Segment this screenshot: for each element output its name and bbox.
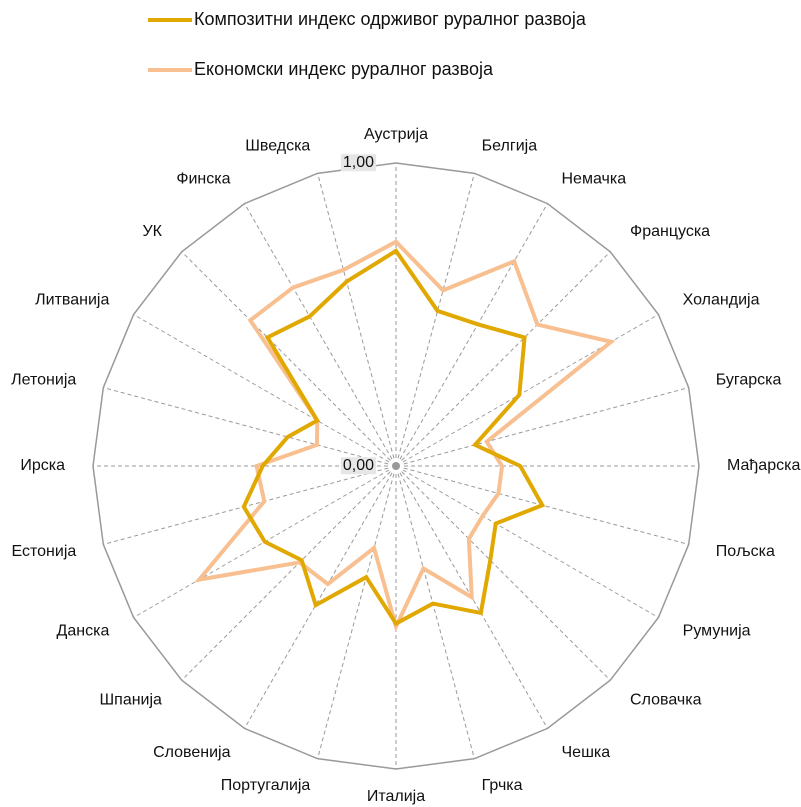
spoke	[133, 314, 390, 463]
spoke	[397, 173, 475, 459]
spoke	[403, 467, 689, 545]
legend-text: Композитни индекс одрживог руралног разв…	[194, 9, 587, 29]
spoke	[399, 203, 548, 460]
category-label: Финска	[176, 171, 230, 188]
category-label: Белгија	[482, 137, 538, 154]
spoke	[402, 469, 659, 618]
category-label: Словенија	[153, 744, 231, 761]
r-tick-bg	[340, 154, 377, 172]
category-label: Шведска	[245, 137, 310, 154]
category-label: Естонија	[12, 543, 77, 560]
category-label: УК	[142, 223, 162, 240]
r-tick-bg	[340, 457, 377, 475]
category-label: Ирска	[20, 457, 65, 474]
spoke	[181, 471, 391, 681]
spoke	[397, 473, 475, 759]
category-label: Литванија	[35, 292, 109, 309]
category-label: Холандија	[683, 292, 760, 309]
category-label: Италија	[367, 788, 425, 805]
center-dot	[392, 462, 400, 470]
category-label: Француска	[630, 223, 710, 240]
spoke	[401, 251, 611, 461]
spoke	[244, 472, 393, 729]
category-label: Бугарска	[716, 372, 782, 389]
r-tick-label: 0,00	[343, 457, 374, 474]
category-label: Словачка	[630, 691, 702, 708]
spoke	[317, 173, 395, 459]
spoke	[181, 251, 391, 461]
spoke	[244, 203, 393, 460]
category-label: Летонија	[11, 372, 76, 389]
category-label: Румунија	[683, 623, 751, 640]
spoke	[133, 469, 390, 618]
category-label: Аустрија	[364, 126, 428, 143]
spoke	[401, 471, 611, 681]
r-tick-label: 1,00	[343, 154, 374, 171]
category-label: Грчка	[482, 777, 523, 794]
spoke	[103, 387, 389, 465]
legend-text: Економски индекс руралног развоја	[194, 59, 494, 79]
spoke	[317, 473, 395, 759]
category-label: Португалија	[221, 777, 311, 794]
category-label: Шпанија	[99, 691, 162, 708]
category-label: Данска	[57, 623, 110, 640]
category-label: Чешка	[562, 744, 611, 761]
series-line	[241, 248, 546, 627]
spoke	[403, 387, 689, 465]
category-label: Пољска	[716, 543, 775, 560]
category-label: Мађарска	[727, 457, 800, 474]
category-label: Немачка	[562, 171, 627, 188]
spoke	[402, 314, 659, 463]
series-line	[194, 239, 616, 633]
